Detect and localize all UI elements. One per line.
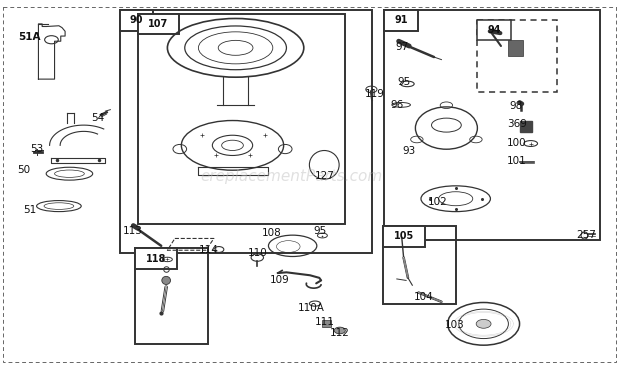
Text: 103: 103 (445, 319, 465, 330)
Text: 95: 95 (397, 77, 410, 87)
Text: 114: 114 (198, 245, 218, 255)
Text: 93: 93 (402, 146, 415, 156)
Text: 51: 51 (24, 205, 37, 215)
Text: 118: 118 (146, 254, 166, 263)
Text: 107: 107 (148, 19, 169, 29)
Text: 104: 104 (414, 292, 434, 302)
Text: 50: 50 (17, 165, 30, 175)
Text: 112: 112 (330, 328, 350, 338)
Circle shape (476, 319, 491, 328)
Text: 100: 100 (507, 138, 527, 148)
Bar (383, 226, 456, 304)
Bar (508, 40, 523, 56)
Text: 102: 102 (428, 197, 448, 207)
Bar (477, 20, 557, 92)
Bar (138, 14, 179, 34)
Text: 105: 105 (394, 231, 414, 241)
Text: 95: 95 (313, 226, 326, 236)
Text: 257: 257 (577, 230, 596, 240)
Circle shape (334, 327, 345, 334)
Text: 51A: 51A (19, 32, 41, 42)
Text: 108: 108 (262, 227, 281, 238)
Text: 109: 109 (270, 275, 290, 286)
Bar (384, 10, 418, 31)
Text: 54: 54 (91, 113, 104, 124)
Bar (135, 248, 177, 269)
Bar (120, 10, 153, 31)
Text: 90: 90 (130, 15, 143, 25)
Text: 94: 94 (487, 25, 501, 35)
Bar (138, 14, 345, 224)
Text: 98: 98 (510, 101, 523, 111)
Text: 113: 113 (123, 226, 143, 236)
Bar (477, 20, 511, 40)
Text: 110A: 110A (298, 303, 324, 314)
Text: ereplacementParts.com: ereplacementParts.com (200, 169, 383, 184)
Ellipse shape (162, 276, 170, 284)
Bar (383, 226, 425, 247)
Bar (520, 121, 532, 132)
Text: 110: 110 (248, 248, 268, 258)
Text: 127: 127 (315, 171, 335, 181)
Bar (120, 10, 372, 253)
Bar (135, 248, 208, 344)
Bar (384, 10, 600, 240)
Text: 97: 97 (395, 42, 408, 52)
Text: 91: 91 (394, 15, 408, 25)
Bar (322, 320, 331, 327)
Text: 111: 111 (315, 317, 335, 327)
Text: 369: 369 (507, 119, 527, 130)
Text: 101: 101 (507, 156, 527, 166)
Text: 119: 119 (365, 89, 384, 99)
Text: 96: 96 (391, 100, 404, 110)
Text: 53: 53 (30, 144, 43, 154)
